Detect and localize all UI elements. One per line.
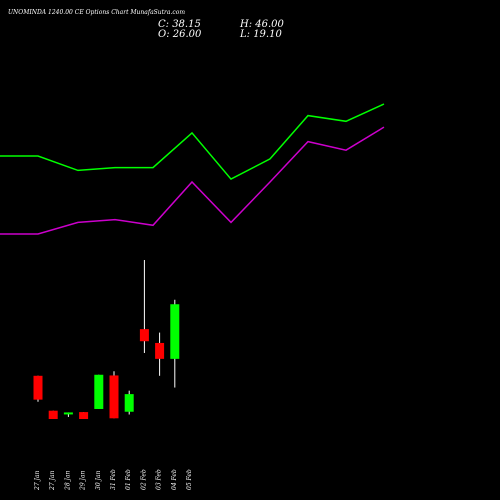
x-axis-ticks: 27 Jan 27 Jan 28 Jan 29 Jan 30 Jan 31 Feb 01 F… <box>34 469 193 491</box>
candle-down <box>79 412 89 419</box>
lower-indicator-line <box>0 126 385 235</box>
candles <box>33 260 180 419</box>
x-tick-label: 04 Feb <box>171 469 178 490</box>
high-value: H: 46.00 <box>240 19 284 30</box>
candle-down <box>139 329 149 342</box>
upper-indicator-line <box>0 103 385 181</box>
x-tick-label: 31 Feb <box>110 469 117 490</box>
candle-down <box>155 342 165 359</box>
candle-down <box>48 410 58 419</box>
x-tick-label: 28 Jan <box>64 470 71 491</box>
candle-up <box>94 374 104 409</box>
candle-down <box>109 375 119 419</box>
open-value: O: 26.00 <box>158 29 202 40</box>
chart-title: UNOMINDA 1240.00 CE Options Chart Munafa… <box>8 9 186 16</box>
x-tick-label: 29 Jan <box>80 470 87 491</box>
low-value: L: 19.10 <box>240 29 282 40</box>
candle-up <box>170 304 180 359</box>
candle-up <box>124 394 134 412</box>
x-tick-label: 05 Feb <box>186 469 193 490</box>
x-tick-label: 01 Feb <box>125 469 132 490</box>
x-tick-label: 27 Jan <box>49 470 56 491</box>
candle-down <box>33 375 43 400</box>
candle-up <box>63 412 73 415</box>
close-value: C: 38.15 <box>158 19 201 30</box>
x-tick-label: 03 Feb <box>156 469 163 490</box>
indicator-lines <box>0 103 385 235</box>
x-tick-label: 27 Jan <box>34 470 41 491</box>
x-tick-label: 02 Feb <box>140 469 147 490</box>
x-tick-label: 30 Jan <box>95 470 102 490</box>
